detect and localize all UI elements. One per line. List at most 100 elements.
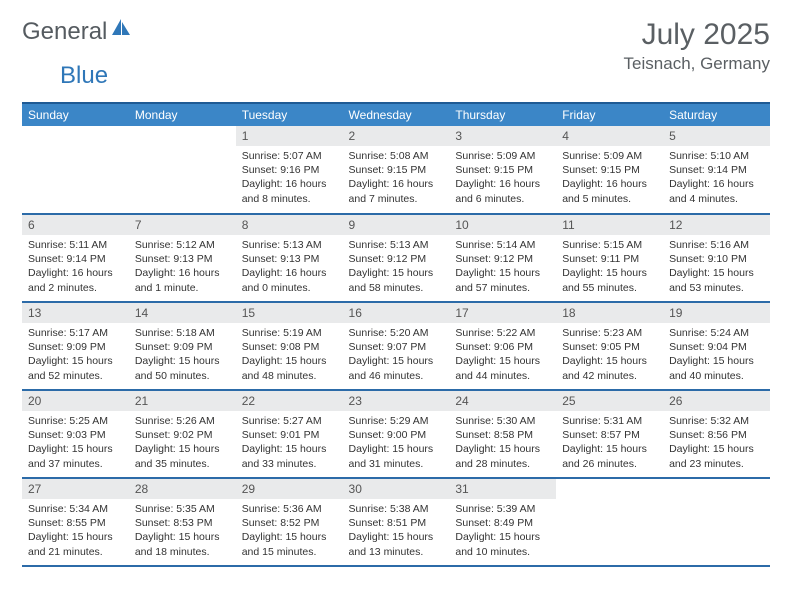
daylight-text: and 37 minutes. bbox=[28, 457, 123, 471]
day-number: 14 bbox=[129, 303, 236, 323]
sunrise-text: Sunrise: 5:13 AM bbox=[349, 238, 444, 252]
daylight-text: Daylight: 15 hours bbox=[562, 442, 657, 456]
sunrise-text: Sunrise: 5:32 AM bbox=[669, 414, 764, 428]
sunset-text: Sunset: 9:13 PM bbox=[242, 252, 337, 266]
daylight-text: and 55 minutes. bbox=[562, 281, 657, 295]
sunrise-text: Sunrise: 5:09 AM bbox=[562, 149, 657, 163]
day-number: 13 bbox=[22, 303, 129, 323]
sunset-text: Sunset: 9:01 PM bbox=[242, 428, 337, 442]
sunset-text: Sunset: 9:13 PM bbox=[135, 252, 230, 266]
sunrise-text: Sunrise: 5:16 AM bbox=[669, 238, 764, 252]
logo-text-1: General bbox=[22, 18, 107, 46]
day-body: Sunrise: 5:08 AMSunset: 9:15 PMDaylight:… bbox=[343, 146, 450, 212]
daylight-text: and 46 minutes. bbox=[349, 369, 444, 383]
calendar-cell: 26Sunrise: 5:32 AMSunset: 8:56 PMDayligh… bbox=[663, 390, 770, 478]
day-body: Sunrise: 5:26 AMSunset: 9:02 PMDaylight:… bbox=[129, 411, 236, 477]
daylight-text: and 48 minutes. bbox=[242, 369, 337, 383]
daylight-text: and 44 minutes. bbox=[455, 369, 550, 383]
sunrise-text: Sunrise: 5:24 AM bbox=[669, 326, 764, 340]
calendar-cell: 29Sunrise: 5:36 AMSunset: 8:52 PMDayligh… bbox=[236, 478, 343, 566]
daylight-text: Daylight: 15 hours bbox=[562, 354, 657, 368]
daylight-text: and 13 minutes. bbox=[349, 545, 444, 559]
sunrise-text: Sunrise: 5:07 AM bbox=[242, 149, 337, 163]
sunrise-text: Sunrise: 5:15 AM bbox=[562, 238, 657, 252]
daylight-text: Daylight: 15 hours bbox=[562, 266, 657, 280]
sunset-text: Sunset: 8:57 PM bbox=[562, 428, 657, 442]
day-body: Sunrise: 5:07 AMSunset: 9:16 PMDaylight:… bbox=[236, 146, 343, 212]
calendar-cell: 19Sunrise: 5:24 AMSunset: 9:04 PMDayligh… bbox=[663, 302, 770, 390]
sunrise-text: Sunrise: 5:27 AM bbox=[242, 414, 337, 428]
sunrise-text: Sunrise: 5:19 AM bbox=[242, 326, 337, 340]
sunrise-text: Sunrise: 5:17 AM bbox=[28, 326, 123, 340]
daylight-text: Daylight: 16 hours bbox=[28, 266, 123, 280]
day-number: 6 bbox=[22, 215, 129, 235]
day-number: 15 bbox=[236, 303, 343, 323]
calendar-cell: 22Sunrise: 5:27 AMSunset: 9:01 PMDayligh… bbox=[236, 390, 343, 478]
daylight-text: Daylight: 16 hours bbox=[669, 177, 764, 191]
calendar-cell: 10Sunrise: 5:14 AMSunset: 9:12 PMDayligh… bbox=[449, 214, 556, 302]
sunrise-text: Sunrise: 5:36 AM bbox=[242, 502, 337, 516]
day-number: 28 bbox=[129, 479, 236, 499]
sunset-text: Sunset: 8:51 PM bbox=[349, 516, 444, 530]
calendar-cell: 16Sunrise: 5:20 AMSunset: 9:07 PMDayligh… bbox=[343, 302, 450, 390]
day-header: Thursday bbox=[449, 103, 556, 126]
day-body: Sunrise: 5:20 AMSunset: 9:07 PMDaylight:… bbox=[343, 323, 450, 389]
sunrise-text: Sunrise: 5:25 AM bbox=[28, 414, 123, 428]
day-number: 17 bbox=[449, 303, 556, 323]
daylight-text: Daylight: 16 hours bbox=[455, 177, 550, 191]
daylight-text: and 8 minutes. bbox=[242, 192, 337, 206]
daylight-text: Daylight: 15 hours bbox=[242, 354, 337, 368]
calendar-cell: 3Sunrise: 5:09 AMSunset: 9:15 PMDaylight… bbox=[449, 126, 556, 214]
daylight-text: Daylight: 15 hours bbox=[135, 442, 230, 456]
sunset-text: Sunset: 9:09 PM bbox=[28, 340, 123, 354]
sunset-text: Sunset: 8:49 PM bbox=[455, 516, 550, 530]
daylight-text: Daylight: 15 hours bbox=[455, 442, 550, 456]
calendar-cell: 15Sunrise: 5:19 AMSunset: 9:08 PMDayligh… bbox=[236, 302, 343, 390]
day-number: 27 bbox=[22, 479, 129, 499]
daylight-text: Daylight: 15 hours bbox=[349, 266, 444, 280]
calendar-week-row: 1Sunrise: 5:07 AMSunset: 9:16 PMDaylight… bbox=[22, 126, 770, 214]
day-number: 24 bbox=[449, 391, 556, 411]
sunset-text: Sunset: 9:04 PM bbox=[669, 340, 764, 354]
sunset-text: Sunset: 9:11 PM bbox=[562, 252, 657, 266]
sunset-text: Sunset: 9:05 PM bbox=[562, 340, 657, 354]
sunrise-text: Sunrise: 5:23 AM bbox=[562, 326, 657, 340]
sunset-text: Sunset: 8:52 PM bbox=[242, 516, 337, 530]
sunrise-text: Sunrise: 5:29 AM bbox=[349, 414, 444, 428]
daylight-text: Daylight: 15 hours bbox=[135, 354, 230, 368]
sunrise-text: Sunrise: 5:12 AM bbox=[135, 238, 230, 252]
calendar-header-row: SundayMondayTuesdayWednesdayThursdayFrid… bbox=[22, 103, 770, 126]
day-header: Tuesday bbox=[236, 103, 343, 126]
sunset-text: Sunset: 8:56 PM bbox=[669, 428, 764, 442]
day-body: Sunrise: 5:11 AMSunset: 9:14 PMDaylight:… bbox=[22, 235, 129, 301]
daylight-text: and 0 minutes. bbox=[242, 281, 337, 295]
daylight-text: and 35 minutes. bbox=[135, 457, 230, 471]
day-number: 2 bbox=[343, 126, 450, 146]
calendar-week-row: 20Sunrise: 5:25 AMSunset: 9:03 PMDayligh… bbox=[22, 390, 770, 478]
day-body: Sunrise: 5:19 AMSunset: 9:08 PMDaylight:… bbox=[236, 323, 343, 389]
daylight-text: Daylight: 15 hours bbox=[135, 530, 230, 544]
daylight-text: Daylight: 15 hours bbox=[669, 266, 764, 280]
calendar-week-row: 6Sunrise: 5:11 AMSunset: 9:14 PMDaylight… bbox=[22, 214, 770, 302]
calendar-cell: 8Sunrise: 5:13 AMSunset: 9:13 PMDaylight… bbox=[236, 214, 343, 302]
day-number: 29 bbox=[236, 479, 343, 499]
calendar-cell: 31Sunrise: 5:39 AMSunset: 8:49 PMDayligh… bbox=[449, 478, 556, 566]
calendar-cell: 24Sunrise: 5:30 AMSunset: 8:58 PMDayligh… bbox=[449, 390, 556, 478]
calendar-cell: 9Sunrise: 5:13 AMSunset: 9:12 PMDaylight… bbox=[343, 214, 450, 302]
day-body: Sunrise: 5:34 AMSunset: 8:55 PMDaylight:… bbox=[22, 499, 129, 565]
day-number: 12 bbox=[663, 215, 770, 235]
sunset-text: Sunset: 9:07 PM bbox=[349, 340, 444, 354]
sunrise-text: Sunrise: 5:31 AM bbox=[562, 414, 657, 428]
calendar-cell bbox=[129, 126, 236, 214]
calendar-cell: 4Sunrise: 5:09 AMSunset: 9:15 PMDaylight… bbox=[556, 126, 663, 214]
day-number: 30 bbox=[343, 479, 450, 499]
sunset-text: Sunset: 9:09 PM bbox=[135, 340, 230, 354]
calendar-cell: 28Sunrise: 5:35 AMSunset: 8:53 PMDayligh… bbox=[129, 478, 236, 566]
day-number: 1 bbox=[236, 126, 343, 146]
calendar-cell: 25Sunrise: 5:31 AMSunset: 8:57 PMDayligh… bbox=[556, 390, 663, 478]
day-header: Friday bbox=[556, 103, 663, 126]
sunrise-text: Sunrise: 5:26 AM bbox=[135, 414, 230, 428]
calendar-cell: 14Sunrise: 5:18 AMSunset: 9:09 PMDayligh… bbox=[129, 302, 236, 390]
daylight-text: Daylight: 15 hours bbox=[455, 530, 550, 544]
calendar-cell: 12Sunrise: 5:16 AMSunset: 9:10 PMDayligh… bbox=[663, 214, 770, 302]
